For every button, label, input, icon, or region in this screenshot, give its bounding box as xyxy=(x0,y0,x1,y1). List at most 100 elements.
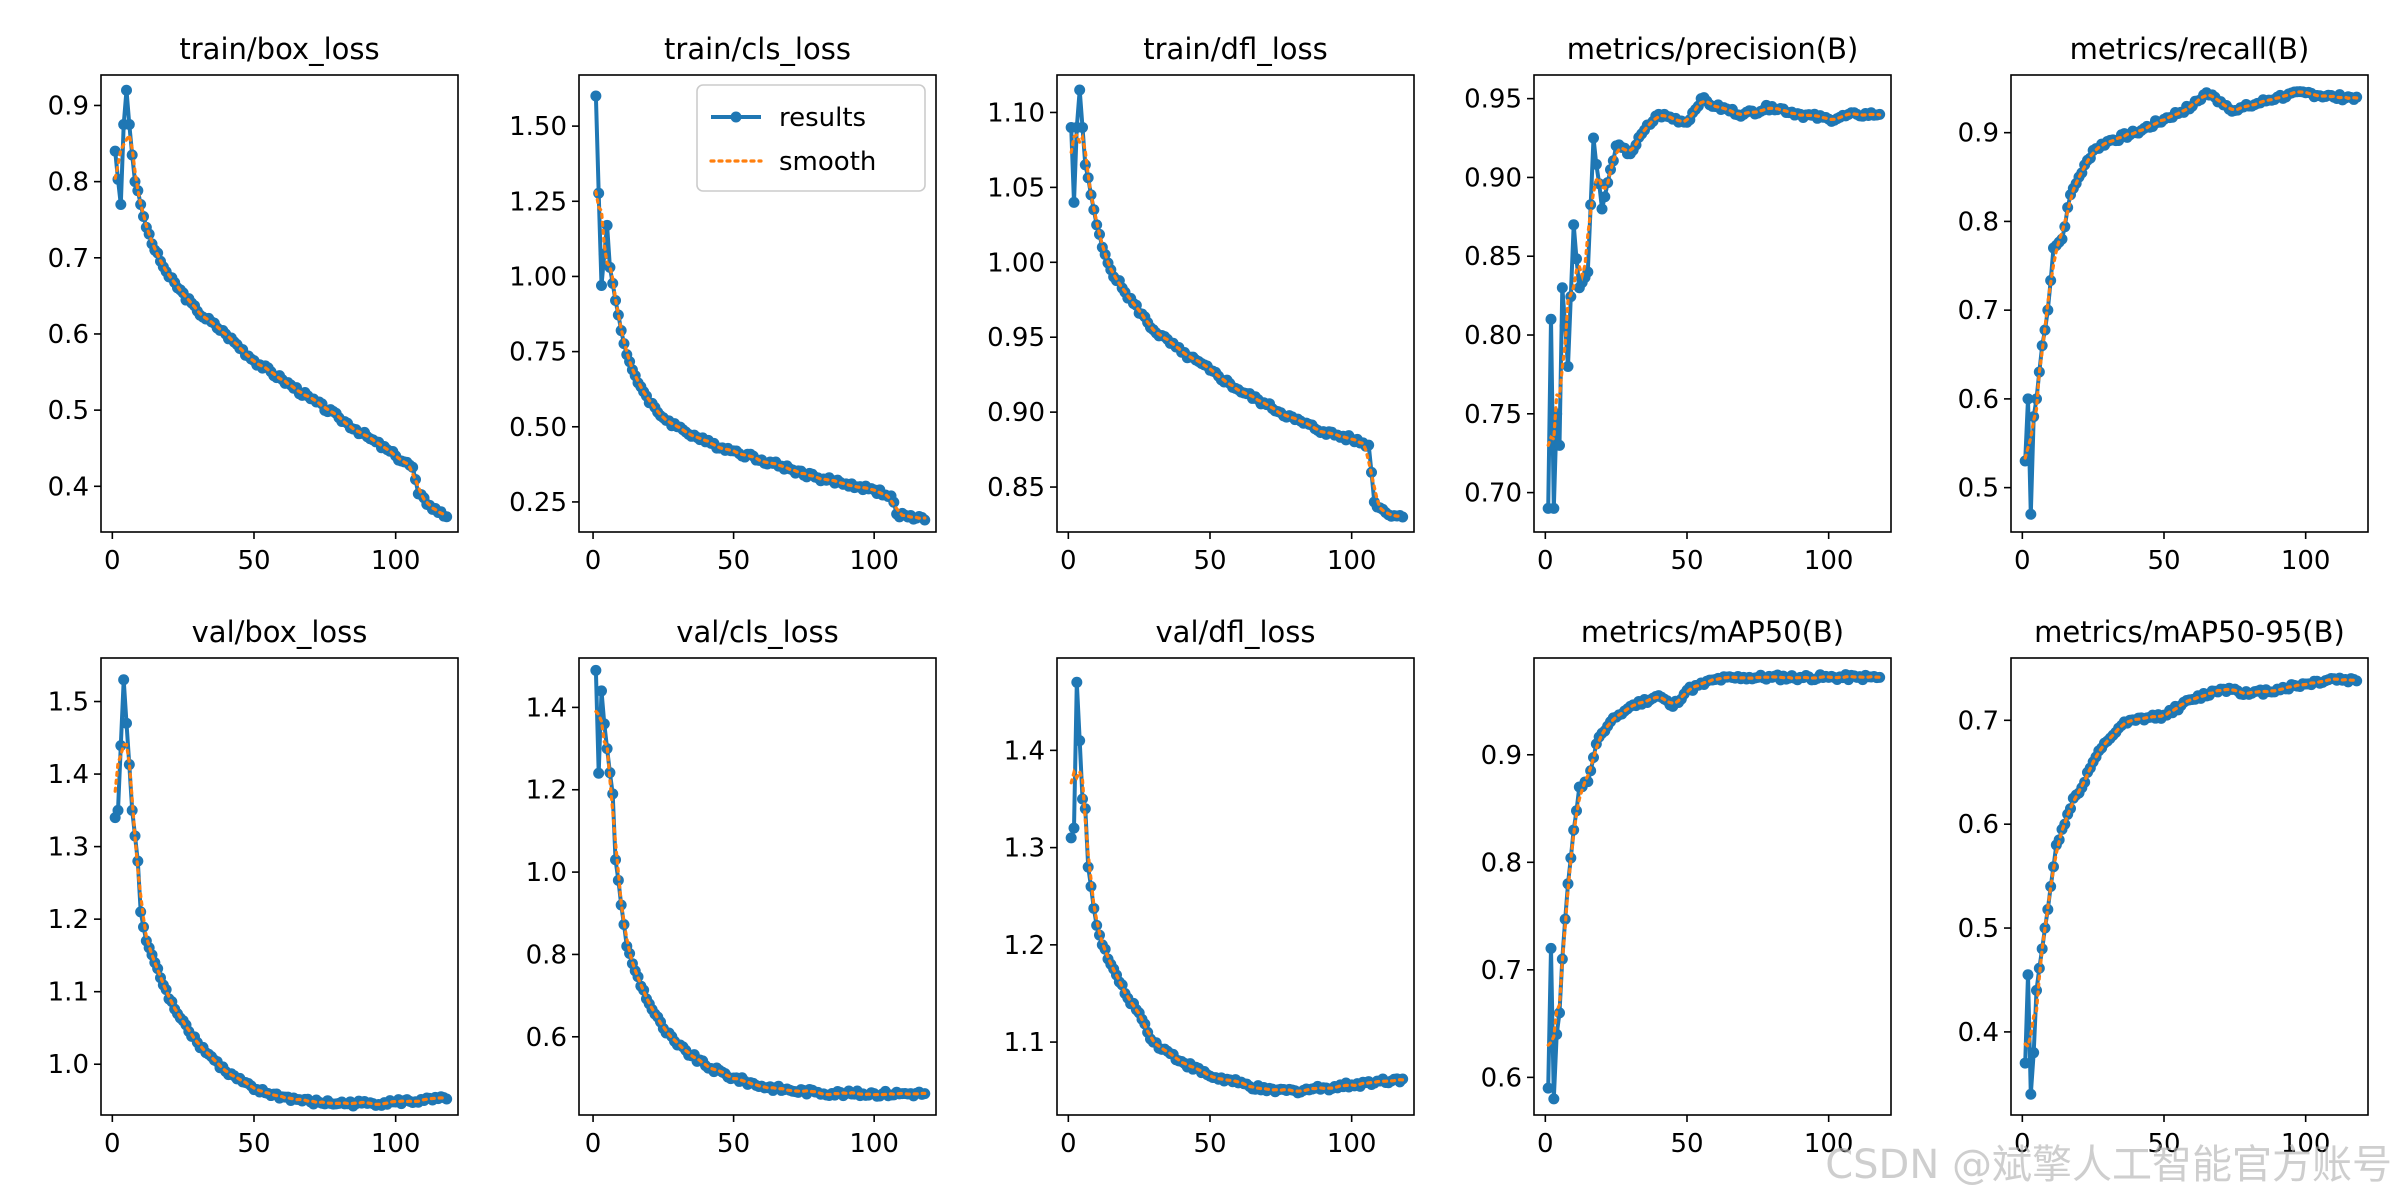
results-marker xyxy=(919,514,931,526)
plot-area xyxy=(109,84,453,523)
axes-frame xyxy=(2010,74,2369,533)
results-marker xyxy=(1074,735,1086,747)
x-tick-label: 50 xyxy=(237,546,270,576)
smooth-line xyxy=(594,190,927,520)
subplot: metrics/precision(B) 0 50 100 0.70 0.75 0.80 0.… xyxy=(1464,32,1892,576)
results-marker xyxy=(590,90,602,102)
x-tick-label: 0 xyxy=(1060,1129,1077,1159)
axes-frame xyxy=(100,74,459,533)
results-marker xyxy=(115,198,127,210)
smooth-line xyxy=(1069,132,1405,518)
y-tick-label: 0.8 xyxy=(48,168,89,198)
y-tick-label: 0.75 xyxy=(509,338,567,368)
results-marker xyxy=(2025,508,2037,520)
subplot-title: val/cls_loss xyxy=(676,615,838,649)
y-tick-label: 1.50 xyxy=(509,112,567,142)
y-tick-label: 0.6 xyxy=(526,1023,567,1053)
subplot-title: metrics/recall(B) xyxy=(2070,32,2310,66)
smooth-line xyxy=(113,131,449,517)
results-marker xyxy=(1074,84,1086,96)
x-tick-label: 50 xyxy=(1193,546,1226,576)
results-marker xyxy=(2019,1057,2031,1069)
results-marker xyxy=(615,899,627,911)
plot-area xyxy=(1542,92,1886,514)
x-tick-label: 100 xyxy=(849,1129,899,1159)
results-marker xyxy=(1079,803,1091,815)
results-marker xyxy=(1548,1093,1560,1105)
subplot-title: train/cls_loss xyxy=(664,32,851,66)
y-tick-label: 1.10 xyxy=(987,98,1045,128)
axes-frame xyxy=(1056,657,1415,1116)
x-tick-label: 0 xyxy=(104,546,121,576)
y-tick-label: 1.3 xyxy=(1004,834,1045,864)
y-tick-label: 0.6 xyxy=(48,320,89,350)
x-tick-label: 0 xyxy=(2014,1129,2031,1159)
axes-frame xyxy=(100,657,459,1116)
y-tick-label: 0.9 xyxy=(48,91,89,121)
y-tick-label: 1.00 xyxy=(987,248,1045,278)
plot-area xyxy=(590,90,931,526)
x-tick-label: 0 xyxy=(1060,546,1077,576)
y-tick-label: 0.4 xyxy=(1958,1018,1999,1048)
axes-frame xyxy=(1056,74,1415,533)
y-tick-label: 0.50 xyxy=(509,413,567,443)
legend-results-marker xyxy=(730,111,742,123)
x-tick-label: 100 xyxy=(371,1129,421,1159)
results-marker xyxy=(1596,203,1608,215)
results-marker xyxy=(2045,881,2057,892)
y-tick-label: 1.0 xyxy=(48,1050,89,1080)
subplot: metrics/mAP50(B) 0 50 100 0.6 0.7 0.8 0.9 xyxy=(1481,615,1892,1159)
plot-area xyxy=(1542,669,1886,1105)
results-marker xyxy=(135,906,147,918)
subplot: metrics/recall(B) 0 50 100 0.5 0.6 0.7 0.8 0.9 xyxy=(1958,32,2369,576)
results-marker xyxy=(118,674,130,686)
y-tick-label: 0.95 xyxy=(1464,85,1522,115)
x-tick-label: 0 xyxy=(585,546,602,576)
y-tick-label: 0.4 xyxy=(48,472,89,502)
y-tick-label: 0.6 xyxy=(1958,810,1999,840)
results-marker xyxy=(590,664,602,676)
y-tick-label: 0.7 xyxy=(48,244,89,274)
y-tick-label: 0.5 xyxy=(48,396,89,426)
results-marker xyxy=(2019,455,2031,467)
y-tick-label: 0.9 xyxy=(1481,741,1522,771)
y-tick-label: 0.5 xyxy=(1958,914,1999,944)
y-tick-label: 1.4 xyxy=(1004,736,1045,766)
y-tick-label: 0.90 xyxy=(1464,163,1522,193)
plot-area xyxy=(2019,672,2363,1100)
results-marker xyxy=(601,219,613,231)
subplot: val/box_loss 0 50 100 1.0 1.1 1.2 1.3 1.4 1.5 xyxy=(48,615,459,1159)
y-tick-label: 0.70 xyxy=(1464,479,1522,509)
results-line xyxy=(2023,676,2358,1097)
y-tick-label: 0.8 xyxy=(1481,848,1522,878)
y-tick-label: 1.0 xyxy=(526,858,567,888)
results-marker xyxy=(109,145,121,157)
subplot: val/cls_loss 0 50 100 0.6 0.8 1.0 1.2 1.4 xyxy=(526,615,937,1159)
legend-box xyxy=(696,84,926,192)
y-tick-label: 0.7 xyxy=(1481,956,1522,986)
results-marker xyxy=(1599,191,1611,203)
y-tick-label: 0.7 xyxy=(1958,706,1999,736)
results-marker xyxy=(2022,393,2034,405)
smooth-line xyxy=(1069,767,1405,1093)
x-tick-label: 50 xyxy=(2147,546,2180,576)
results-marker xyxy=(1588,752,1599,764)
x-tick-label: 100 xyxy=(2281,1129,2331,1159)
x-tick-label: 100 xyxy=(2281,546,2331,576)
subplot-title: metrics/mAP50-95(B) xyxy=(2034,615,2345,649)
subplot-title: train/dfl_loss xyxy=(1143,32,1327,66)
y-tick-label: 1.2 xyxy=(1004,931,1045,961)
smooth-line xyxy=(1546,674,1882,1047)
y-tick-label: 0.85 xyxy=(987,473,1045,503)
results-marker xyxy=(1068,196,1080,208)
results-marker xyxy=(593,767,605,779)
results-marker xyxy=(1548,502,1560,514)
results-marker xyxy=(112,804,124,816)
y-tick-label: 0.25 xyxy=(509,488,567,518)
results-line xyxy=(593,670,926,1099)
subplot-title: metrics/mAP50(B) xyxy=(1581,615,1844,649)
y-tick-label: 0.8 xyxy=(1958,207,1999,237)
results-marker xyxy=(1077,121,1088,133)
plot-area xyxy=(109,674,453,1112)
